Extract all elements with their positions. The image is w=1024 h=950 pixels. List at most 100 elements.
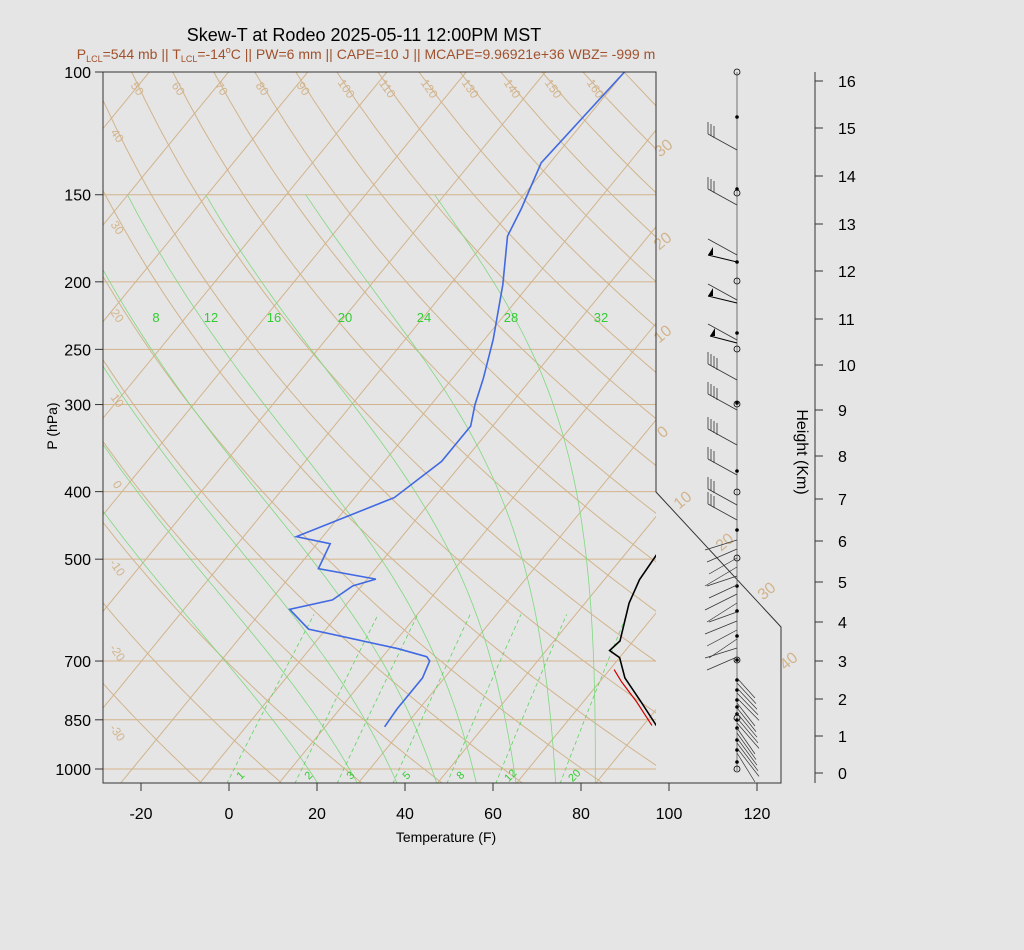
wind-barb-staff [707,503,738,521]
subtitle-tlcl-value: =-14 [197,46,226,62]
calm-wind-circle [733,488,741,496]
wind-barb-staff [709,335,738,344]
height-tick-label: 9 [838,403,847,420]
dry-adiabat-line [103,601,283,783]
height-tick-label: 14 [838,169,856,186]
moist-adiabat-line [305,194,557,783]
wind-barb-pennant [710,328,715,336]
wind-barb-staff [736,732,757,760]
wind-barb-pennant [708,288,713,296]
moist-adiabat-line [103,510,319,783]
height-tick-label: 1 [838,729,847,746]
wind-barb-staff [707,428,738,446]
wind-barb-staff [707,393,738,411]
isotherm-line [103,72,388,420]
dry-adiabat-line [103,440,443,783]
wind-level-dot [735,688,739,692]
wind-barb-staff [707,188,738,206]
y-tick-label: 150 [64,188,91,205]
isotherm-line [833,72,1024,784]
calm-wind-circle [733,345,741,353]
x-tick-label: 100 [656,806,683,823]
skewed-isotherm-label: 10 [671,488,696,513]
x-tick-label: 20 [308,806,326,823]
wind-barb-staff [704,620,738,635]
isotherm-line [103,72,229,226]
y-tick-label: 700 [64,654,91,671]
y-tick-label: 1000 [55,762,91,779]
wind-barb-staff [706,629,738,647]
wind-barb-staff [707,133,738,151]
y-tick-label: 100 [64,65,91,82]
subtitle-rest: C || PW=6 mm || CAPE=10 J || MCAPE=9.969… [231,46,656,62]
height-tick-label: 6 [838,534,847,551]
x-axis: -20 0 20 40 60 80 100 120 Temperature (F) [103,782,781,845]
isotherm-line [199,226,656,783]
dry-adiabat-line [747,72,1024,784]
isotherm-line [278,322,656,783]
calm-wind-circle [733,189,741,197]
wind-barb-pennant [708,247,713,255]
height-tick-label: 13 [838,217,856,234]
dry-adiabat-line [706,72,1024,784]
height-tick-label: 7 [838,492,847,509]
dry-adiabat-line [213,72,656,563]
wind-level-dot [735,115,739,119]
x-tick-label: 80 [572,806,590,823]
dry-adiabat-line [336,72,656,420]
moist-adiabat-line [103,443,358,783]
isotherm-line [120,129,656,783]
wind-barb-staff [706,656,738,671]
skewed-isotherm-label: 0 [654,423,672,442]
subtitle-tlcl-sub: LCL [181,54,198,64]
dry-adiabat-line [623,72,656,107]
sounding-series-0 [608,554,656,727]
isotherm-line [357,419,656,783]
wind-barb-staff [736,677,756,699]
isotherm-line [103,72,625,709]
wind-barb-staff [706,548,738,563]
wind-barb-staff [704,539,738,551]
wind-barb-staff [736,752,756,783]
mixing-ratio-label: 8 [152,310,159,325]
y-tick-label: 850 [64,713,91,730]
calm-wind-circle [733,714,741,722]
wind-level-dot [735,331,739,335]
wind-level-dot [735,658,739,662]
dry-adiabat-line [103,189,656,766]
dry-adiabat-line [377,72,656,374]
wind-barb-staff [707,295,738,304]
mixing-ratio-line [294,614,379,783]
y-tick-label: 200 [64,275,91,292]
wind-barb-staff [707,458,738,476]
moist-adiabat-line [103,269,438,783]
y-tick-label: 250 [64,342,91,359]
wind-barb-staff [736,702,756,727]
wind-barb-staff [704,566,738,587]
wind-level-dot [735,584,739,588]
chart-subtitle: PLCL=544 mb || TLCL=-14oC || PW=6 mm || … [77,45,656,64]
wind-barb-staff [708,638,738,659]
dry-adiabat-line [295,72,656,467]
x-tick-label: 40 [396,806,414,823]
sounding-series-1 [288,72,626,728]
height-tick-label: 5 [838,575,847,592]
wind-barb-staff [704,593,738,611]
height-tick-label: 3 [838,654,847,671]
wind-barb-staff [736,717,759,744]
moist-adiabat-line [103,365,398,783]
x-tick-label: 0 [225,806,234,823]
mixing-ratio-label: 24 [417,310,431,325]
wind-level-dot [735,705,739,709]
wind-barb-staff [706,602,738,623]
wind-barb-staff [736,747,760,777]
wind-level-dot [735,678,739,682]
height-tick-label: 16 [838,74,856,91]
mixing-ratio-label: 28 [504,310,518,325]
y-tick-label: 400 [64,485,91,502]
subtitle-degree: o [226,45,231,55]
moist-adiabat-line [434,194,596,783]
y-axis: 100 150 200 250 300 400 500 700 850 1000 P (hPa) [44,65,104,783]
